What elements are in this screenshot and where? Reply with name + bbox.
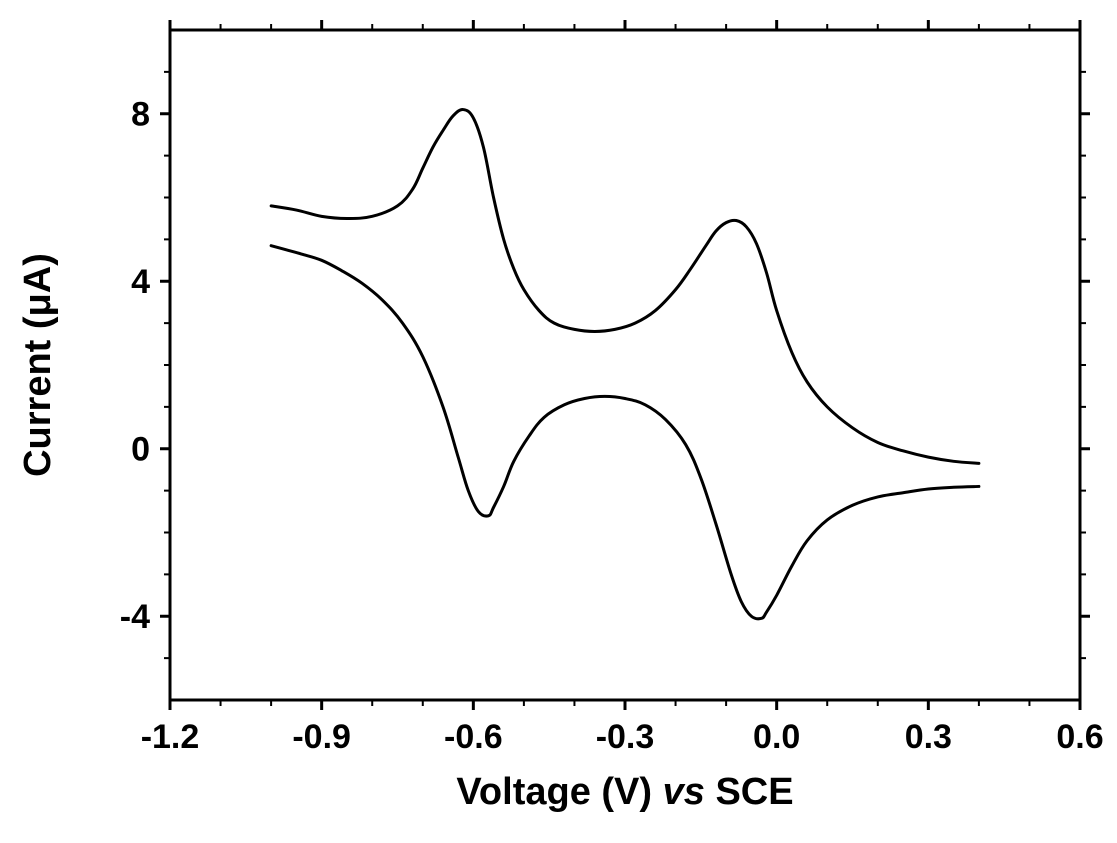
cv-curve (271, 110, 979, 619)
svg-text:0.6: 0.6 (1056, 718, 1103, 756)
svg-text:-1.2: -1.2 (141, 718, 200, 756)
cv-chart: -1.2 -0.9 -0.6 -0.3 0.0 0.3 0.6 -4 0 4 8 Current (… (0, 0, 1117, 843)
axis-ticks (160, 20, 1090, 710)
x-axis-label: Voltage (V) vs SCE (456, 771, 793, 813)
y-axis-label: Current (μA) (17, 253, 59, 477)
svg-text:-0.9: -0.9 (292, 718, 351, 756)
svg-text:4: 4 (131, 263, 150, 301)
svg-text:-4: -4 (120, 598, 150, 636)
svg-text:8: 8 (131, 96, 150, 134)
plot-frame (170, 30, 1080, 700)
svg-text:0.3: 0.3 (905, 718, 952, 756)
tick-labels: -1.2 -0.9 -0.6 -0.3 0.0 0.3 0.6 -4 0 4 8 (120, 96, 1104, 756)
svg-text:-0.6: -0.6 (444, 718, 503, 756)
svg-text:0.0: 0.0 (753, 718, 800, 756)
svg-text:0: 0 (131, 431, 150, 469)
svg-text:-0.3: -0.3 (596, 718, 655, 756)
